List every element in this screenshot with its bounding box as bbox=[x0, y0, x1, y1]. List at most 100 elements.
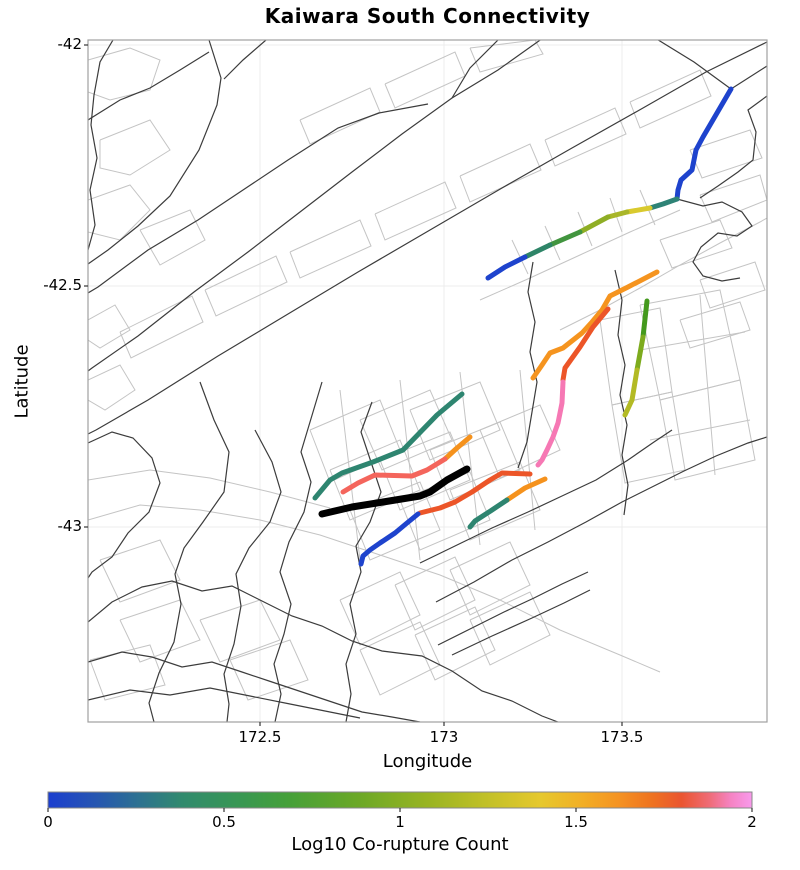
fault-segment-se-orange bbox=[504, 476, 548, 503]
background-fault-trace bbox=[88, 40, 114, 251]
x-axis-label: Longitude bbox=[382, 751, 473, 772]
background-fault-trace bbox=[88, 431, 161, 579]
background-fault-outline bbox=[349, 481, 441, 561]
background-fault-trace bbox=[614, 269, 629, 516]
background-fault-trace bbox=[437, 571, 589, 646]
background-fault-trace bbox=[88, 651, 421, 722]
background-fault-outline bbox=[119, 599, 201, 663]
background-fault-outline bbox=[99, 539, 181, 603]
background-fault-outline bbox=[559, 217, 767, 331]
background-fault-trace bbox=[88, 40, 222, 265]
background-fault-outline bbox=[204, 255, 288, 317]
background-fault-outline bbox=[519, 369, 536, 531]
background-fault-outline bbox=[629, 69, 712, 129]
fault-segment-ne-fault-blue2 bbox=[485, 254, 528, 281]
fault-segment-ne-fault-teal2 bbox=[522, 242, 553, 260]
background-fault-trace bbox=[419, 429, 673, 564]
background-fault-outline bbox=[399, 379, 421, 561]
background-fault-outline bbox=[339, 571, 421, 646]
fault-segment-central-tomato-lower bbox=[417, 470, 533, 516]
fault-segment-ne-fault-teal bbox=[647, 196, 680, 211]
background-fault-outline bbox=[649, 419, 751, 441]
colorbar-label: Log10 Co-rupture Count bbox=[291, 834, 509, 855]
background-fault-outline bbox=[139, 209, 206, 266]
x-tick-label: 172.5 bbox=[238, 728, 282, 746]
background-fault-trace bbox=[451, 589, 591, 656]
fault-segment-central-salmon bbox=[340, 456, 448, 495]
fault-segment-central-orange-short bbox=[442, 434, 473, 462]
fault-segment-east-green-vert-bot bbox=[622, 367, 640, 418]
background-fault-outline bbox=[469, 591, 551, 666]
background-fault-outline bbox=[384, 51, 466, 109]
background-fault-trace bbox=[699, 95, 767, 199]
colorbar-tick-label: 0.5 bbox=[212, 813, 236, 831]
background-fault-outline bbox=[459, 371, 481, 546]
fault-segment-central-blue-lower bbox=[358, 511, 421, 567]
background-fault-outline bbox=[659, 219, 733, 269]
background-fault-trace bbox=[345, 401, 382, 722]
background-fault-trace bbox=[88, 40, 542, 372]
background-fault-trace bbox=[435, 436, 767, 603]
background-fault-trace bbox=[676, 198, 753, 282]
background-fault-outline bbox=[329, 439, 421, 521]
background-fault-outline bbox=[88, 47, 161, 101]
x-tick-label: 173 bbox=[429, 728, 459, 746]
background-fault-outline bbox=[479, 404, 561, 479]
background-fault-outline bbox=[409, 381, 501, 461]
fault-segment-east-green-vert-mid bbox=[634, 334, 646, 373]
fault-segment-east-green-vert-top bbox=[640, 298, 650, 340]
background-fault-outline bbox=[469, 40, 544, 73]
fault-segment-ne-fault-green2 bbox=[577, 214, 611, 235]
background-fault-outline bbox=[374, 181, 457, 241]
chart-title: Kaiwara South Connectivity bbox=[264, 4, 591, 28]
background-fault-outline bbox=[289, 219, 372, 279]
background-fault-outline bbox=[88, 304, 131, 349]
plot-border bbox=[87, 39, 768, 723]
fault-segment-se-teal bbox=[467, 497, 510, 530]
background-fault-trace bbox=[657, 40, 732, 90]
background-fault-outline bbox=[88, 184, 151, 241]
background-fault-outline bbox=[659, 379, 756, 481]
background-fault-outline bbox=[359, 389, 453, 471]
background-fault-outline bbox=[199, 599, 281, 663]
background-fault-outline bbox=[394, 556, 476, 631]
fault-segment-ne-fault-green bbox=[547, 229, 583, 248]
background-fault-outline bbox=[88, 469, 331, 509]
background-fault-trace bbox=[88, 580, 559, 722]
colorbar-tick-label: 2 bbox=[747, 813, 757, 831]
fault-segment-ne-fault-yellow bbox=[624, 205, 653, 215]
background-fault-trace bbox=[148, 381, 230, 722]
background-fault-outline bbox=[449, 461, 541, 541]
background-fault-outline bbox=[229, 639, 309, 701]
background-fault-outline bbox=[699, 294, 716, 476]
background-fault-outline bbox=[88, 504, 661, 673]
background-fault-trace bbox=[451, 40, 499, 99]
y-axis-label: Latitude bbox=[11, 344, 33, 419]
background-fault-outline bbox=[544, 107, 627, 167]
colorbar-tick-label: 1 bbox=[395, 813, 405, 831]
background-fault-trace bbox=[88, 687, 361, 719]
background-fault-trace bbox=[88, 51, 210, 121]
background-fault-outline bbox=[689, 129, 763, 179]
background-fault-outline bbox=[89, 644, 166, 701]
background-fault-outline bbox=[699, 261, 766, 309]
background-fault-outline bbox=[119, 295, 204, 359]
background-fault-outline bbox=[88, 364, 136, 411]
background-fault-outline bbox=[699, 174, 767, 223]
background-fault-trace bbox=[223, 40, 267, 80]
colorbar bbox=[47, 791, 753, 809]
background-fault-outline bbox=[479, 209, 681, 301]
x-tick-label: 173.5 bbox=[600, 728, 644, 746]
fault-segment-ne-fault-yellowgreen bbox=[605, 209, 630, 220]
background-fault-outline bbox=[379, 431, 471, 511]
fault-segment-ne-fault-blue bbox=[674, 86, 734, 202]
y-tick-label: -42 bbox=[57, 35, 83, 53]
background-fault-trace bbox=[730, 65, 767, 90]
fault-segment-east-orange-upper bbox=[530, 269, 660, 381]
background-fault-outline bbox=[459, 143, 542, 203]
colorbar-tick-label: 0 bbox=[43, 813, 53, 831]
fault-network bbox=[88, 40, 767, 722]
fault-segment-central-teal-long bbox=[312, 391, 465, 501]
